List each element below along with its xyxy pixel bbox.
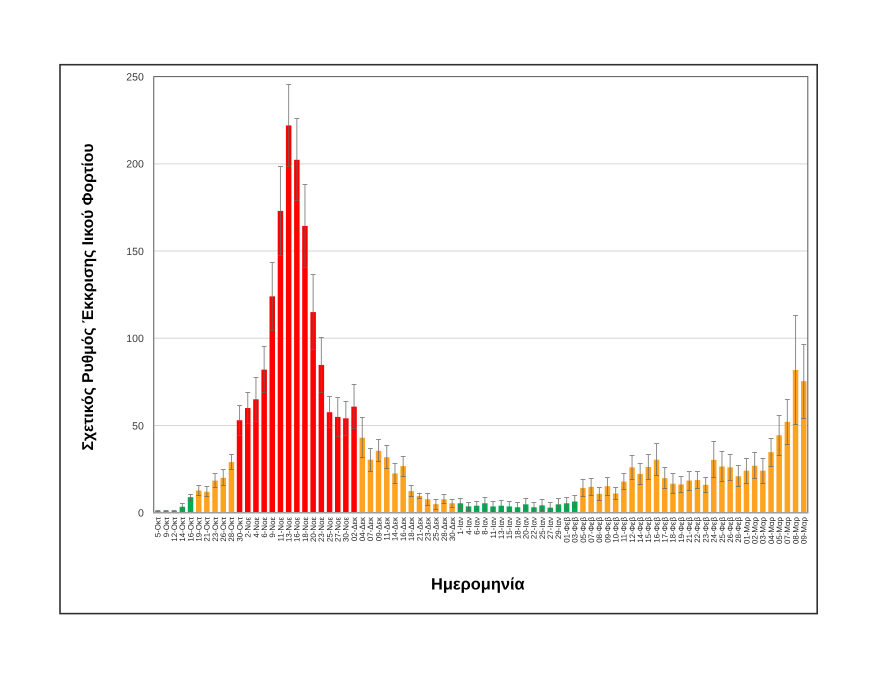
svg-text:09-Φεβ: 09-Φεβ [603,517,612,543]
svg-text:27-Νοε: 27-Νοε [334,517,343,542]
svg-text:14-Φεβ: 14-Φεβ [636,517,645,543]
svg-text:13-Ιαν: 13-Ιαν [497,517,506,539]
svg-text:4-Νοε: 4-Νοε [252,517,261,538]
svg-text:02-Μαρ: 02-Μαρ [750,516,759,544]
svg-text:17-Φεβ: 17-Φεβ [661,517,670,543]
svg-text:22-Φεβ: 22-Φεβ [693,517,702,543]
svg-text:07-Φεβ: 07-Φεβ [587,517,596,543]
svg-text:19-Οκτ: 19-Οκτ [195,516,204,541]
svg-text:9-Οκτ: 9-Οκτ [162,516,171,537]
svg-text:200: 200 [126,159,144,171]
svg-text:0: 0 [138,508,144,520]
svg-text:6-Νοε: 6-Νοε [260,517,269,538]
svg-text:10-Φεβ: 10-Φεβ [611,517,620,543]
svg-text:150: 150 [126,246,144,258]
svg-text:20-Ιαν: 20-Ιαν [522,517,531,539]
svg-text:28-Δεκ: 28-Δεκ [440,517,449,541]
svg-text:11-Φεβ: 11-Φεβ [620,517,629,543]
svg-text:01-Φεβ: 01-Φεβ [562,517,571,543]
svg-text:18-Ιαν: 18-Ιαν [513,517,522,539]
svg-text:01-Μαρ: 01-Μαρ [742,516,751,544]
svg-text:21-Φεβ: 21-Φεβ [685,517,694,543]
svg-text:16-Οκτ: 16-Οκτ [186,516,195,541]
svg-text:28-Οκτ: 28-Οκτ [227,516,236,541]
svg-text:05-Φεβ: 05-Φεβ [579,517,588,543]
svg-text:30-Δεκ: 30-Δεκ [448,517,457,541]
svg-text:04-Μαρ: 04-Μαρ [767,516,776,544]
svg-text:23-Οκτ: 23-Οκτ [211,516,220,541]
svg-text:15-Φεβ: 15-Φεβ [644,517,653,543]
svg-text:23-Νοε: 23-Νοε [317,517,326,542]
svg-text:05-Μαρ: 05-Μαρ [775,516,784,544]
svg-text:Σχετικός Ρυθμός Έκκρισης Ιικού: Σχετικός Ρυθμός Έκκρισης Ιικού Φορτίου [80,144,97,451]
svg-text:29-Ιαν: 29-Ιαν [554,517,563,539]
svg-text:50: 50 [132,420,144,432]
svg-text:4-Ιαν: 4-Ιαν [464,517,473,535]
svg-text:14-Οκτ: 14-Οκτ [178,516,187,541]
svg-text:25-Ιαν: 25-Ιαν [538,517,547,539]
svg-text:16-Νοε: 16-Νοε [293,517,302,542]
svg-text:8-Ιαν: 8-Ιαν [481,517,490,535]
svg-text:1-Ιαν: 1-Ιαν [456,517,465,535]
svg-text:18-Δεκ: 18-Δεκ [407,517,416,541]
svg-text:02-Δεκ: 02-Δεκ [350,517,359,541]
svg-text:08-Μαρ: 08-Μαρ [791,516,800,544]
svg-text:03-Φεβ: 03-Φεβ [571,517,580,543]
svg-text:30-Οκτ: 30-Οκτ [235,516,244,541]
svg-text:25-Φεβ: 25-Φεβ [718,517,727,543]
svg-text:22-Ιαν: 22-Ιαν [530,517,539,539]
svg-text:18-Φεβ: 18-Φεβ [669,517,678,543]
svg-text:9-Νοε: 9-Νοε [268,517,277,538]
svg-text:Ημερομηνία: Ημερομηνία [431,575,525,593]
svg-text:07-Μαρ: 07-Μαρ [783,516,792,544]
svg-text:100: 100 [126,333,144,345]
svg-text:25-Δεκ: 25-Δεκ [432,517,441,541]
svg-text:250: 250 [126,71,144,83]
svg-text:6-Ιαν: 6-Ιαν [472,517,481,535]
svg-text:20-Νοε: 20-Νοε [309,517,318,542]
svg-text:13-Νοε: 13-Νοε [284,517,293,542]
svg-text:18-Νοε: 18-Νοε [301,517,310,542]
svg-text:24-Φεβ: 24-Φεβ [710,517,719,543]
svg-text:07-Δεκ: 07-Δεκ [366,517,375,541]
svg-text:21-Δεκ: 21-Δεκ [415,517,424,541]
svg-text:28-Φεβ: 28-Φεβ [734,517,743,543]
svg-text:11-Δεκ: 11-Δεκ [383,517,392,541]
svg-text:12-Φεβ: 12-Φεβ [628,517,637,543]
svg-text:26-Οκτ: 26-Οκτ [219,516,228,541]
svg-text:11-Νοε: 11-Νοε [276,517,285,542]
svg-text:15-Ιαν: 15-Ιαν [505,517,514,539]
svg-text:04-Δεκ: 04-Δεκ [358,517,367,541]
svg-text:03-Μαρ: 03-Μαρ [759,516,768,544]
svg-text:23-Δεκ: 23-Δεκ [423,517,432,541]
svg-text:30-Νοε: 30-Νοε [342,517,351,542]
svg-text:09-Δεκ: 09-Δεκ [374,517,383,541]
svg-text:12-Οκτ: 12-Οκτ [170,516,179,541]
svg-text:14-Δεκ: 14-Δεκ [391,517,400,541]
svg-text:26-Φεβ: 26-Φεβ [726,517,735,543]
svg-text:09-Μαρ: 09-Μαρ [800,516,809,544]
svg-text:11-Ιαν: 11-Ιαν [489,517,498,539]
svg-text:27-Ιαν: 27-Ιαν [546,517,555,539]
svg-text:5-Οκτ: 5-Οκτ [154,516,163,537]
svg-text:16-Φεβ: 16-Φεβ [652,517,661,543]
svg-text:23-Φεβ: 23-Φεβ [701,517,710,543]
svg-text:25-Νοε: 25-Νοε [325,517,334,542]
svg-text:08-Φεβ: 08-Φεβ [595,517,604,543]
svg-text:16-Δεκ: 16-Δεκ [399,517,408,541]
svg-text:21-Οκτ: 21-Οκτ [203,516,212,541]
svg-text:2-Νοε: 2-Νοε [244,517,253,538]
svg-text:19-Φεβ: 19-Φεβ [677,517,686,543]
